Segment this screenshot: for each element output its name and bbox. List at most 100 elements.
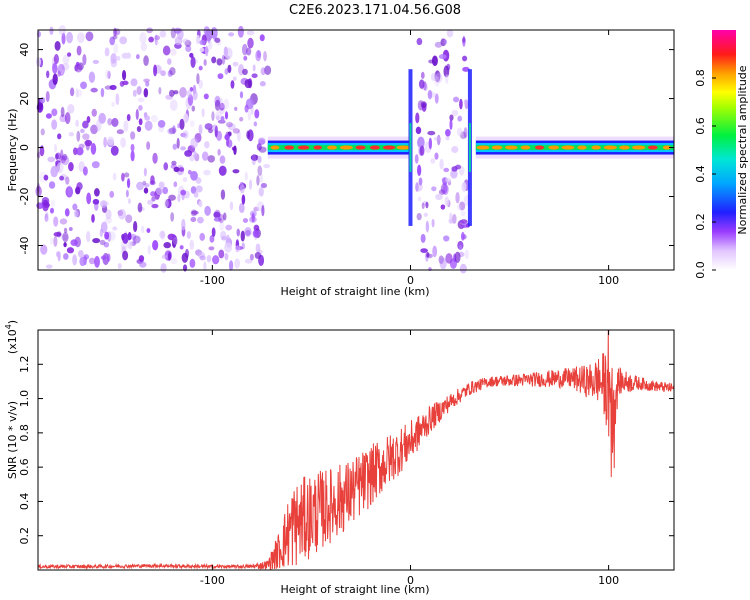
noise-blob: [214, 37, 221, 43]
noise-blob: [40, 128, 45, 136]
noise-blob: [95, 119, 102, 132]
noise-blob: [99, 239, 106, 246]
noise-blob: [197, 216, 204, 224]
noise-blob: [426, 252, 430, 258]
noise-blob: [158, 86, 162, 95]
noise-blob: [75, 88, 79, 98]
noise-blob: [127, 198, 131, 204]
noise-blob: [50, 165, 58, 178]
colorbar-tick-label: 0.2: [694, 213, 707, 231]
noise-blob: [445, 136, 450, 141]
noise-blob: [155, 39, 160, 45]
noise-blob: [458, 201, 466, 211]
noise-blob: [428, 137, 433, 150]
noise-blob: [122, 250, 129, 261]
noise-blob: [145, 80, 150, 87]
noise-blob: [52, 62, 58, 74]
noise-blob: [193, 150, 197, 159]
transition-spike-core: [409, 123, 412, 173]
noise-blob: [57, 63, 65, 76]
noise-blob: [147, 199, 154, 205]
noise-blob: [175, 28, 180, 34]
noise-blob: [173, 181, 178, 188]
noise-blob: [91, 214, 95, 223]
noise-blob: [251, 73, 258, 79]
noise-blob: [76, 45, 82, 56]
noise-blob: [245, 47, 252, 56]
noise-blob: [160, 263, 167, 273]
noise-blob: [434, 70, 441, 83]
noise-blob: [195, 185, 203, 193]
noise-blob: [427, 89, 433, 100]
noise-blob: [433, 136, 442, 141]
noise-blob: [82, 53, 87, 66]
noise-blob: [214, 99, 221, 111]
noise-blob: [111, 117, 119, 128]
noise-blob: [53, 216, 59, 227]
noise-blob: [130, 150, 135, 162]
noise-blob: [104, 69, 110, 80]
noise-blob: [167, 251, 172, 261]
noise-blob: [223, 46, 229, 57]
noise-blob: [258, 146, 267, 153]
tone-band-inner: [267, 145, 411, 151]
noise-blob: [171, 160, 177, 166]
noise-blob: [440, 204, 446, 210]
noise-blob: [438, 54, 447, 60]
tone-peak: [270, 145, 280, 150]
snr-marks: [37, 329, 675, 571]
noise-blob: [190, 186, 197, 194]
noise-blob: [49, 237, 53, 245]
noise-blob: [173, 166, 180, 173]
colorbar-tick-label: 0.8: [694, 69, 707, 87]
noise-blob: [249, 253, 254, 261]
noise-blob: [155, 187, 163, 196]
noise-blob: [55, 153, 59, 160]
colorbar-tick-label: 0.6: [694, 117, 707, 135]
noise-blob: [98, 112, 106, 124]
noise-blob: [113, 43, 119, 54]
noise-blob: [430, 158, 436, 164]
tone-peak: [297, 145, 310, 150]
noise-blob: [261, 205, 265, 217]
noise-blob: [451, 109, 459, 117]
noise-blob: [161, 254, 168, 259]
noise-blob: [123, 120, 129, 132]
noise-blob: [233, 145, 237, 155]
noise-blob: [44, 211, 49, 222]
noise-blob: [239, 184, 245, 194]
noise-blob: [119, 80, 125, 87]
noise-blob: [443, 65, 450, 78]
noise-blob: [207, 40, 213, 50]
noise-blob: [140, 225, 145, 234]
noise-blob: [132, 235, 141, 244]
noise-blob: [125, 189, 129, 198]
noise-blob: [234, 106, 238, 111]
noise-blob: [45, 113, 52, 119]
tone-peak: [520, 145, 531, 150]
noise-blob: [455, 164, 462, 170]
noise-blob: [110, 145, 119, 156]
noise-blob: [67, 185, 72, 197]
noise-blob: [208, 246, 215, 251]
noise-blob: [78, 250, 84, 258]
noise-blob: [256, 175, 260, 186]
noise-blob: [40, 244, 48, 255]
noise-blob: [178, 167, 185, 172]
noise-blob: [190, 170, 198, 181]
noise-blob: [116, 55, 121, 61]
noise-blob: [99, 228, 104, 237]
tone-peak: [647, 145, 658, 150]
noise-blob: [105, 209, 112, 220]
noise-blob: [169, 67, 176, 76]
noise-blob: [234, 258, 241, 269]
noise-blob: [244, 258, 253, 264]
tone-peak: [382, 145, 396, 150]
noise-blob: [76, 32, 85, 44]
noise-blob: [153, 64, 158, 77]
noise-blob: [440, 183, 448, 194]
noise-blob: [221, 54, 226, 65]
tone-peak: [534, 145, 545, 150]
noise-blob: [72, 254, 78, 266]
noise-blob: [181, 218, 186, 231]
